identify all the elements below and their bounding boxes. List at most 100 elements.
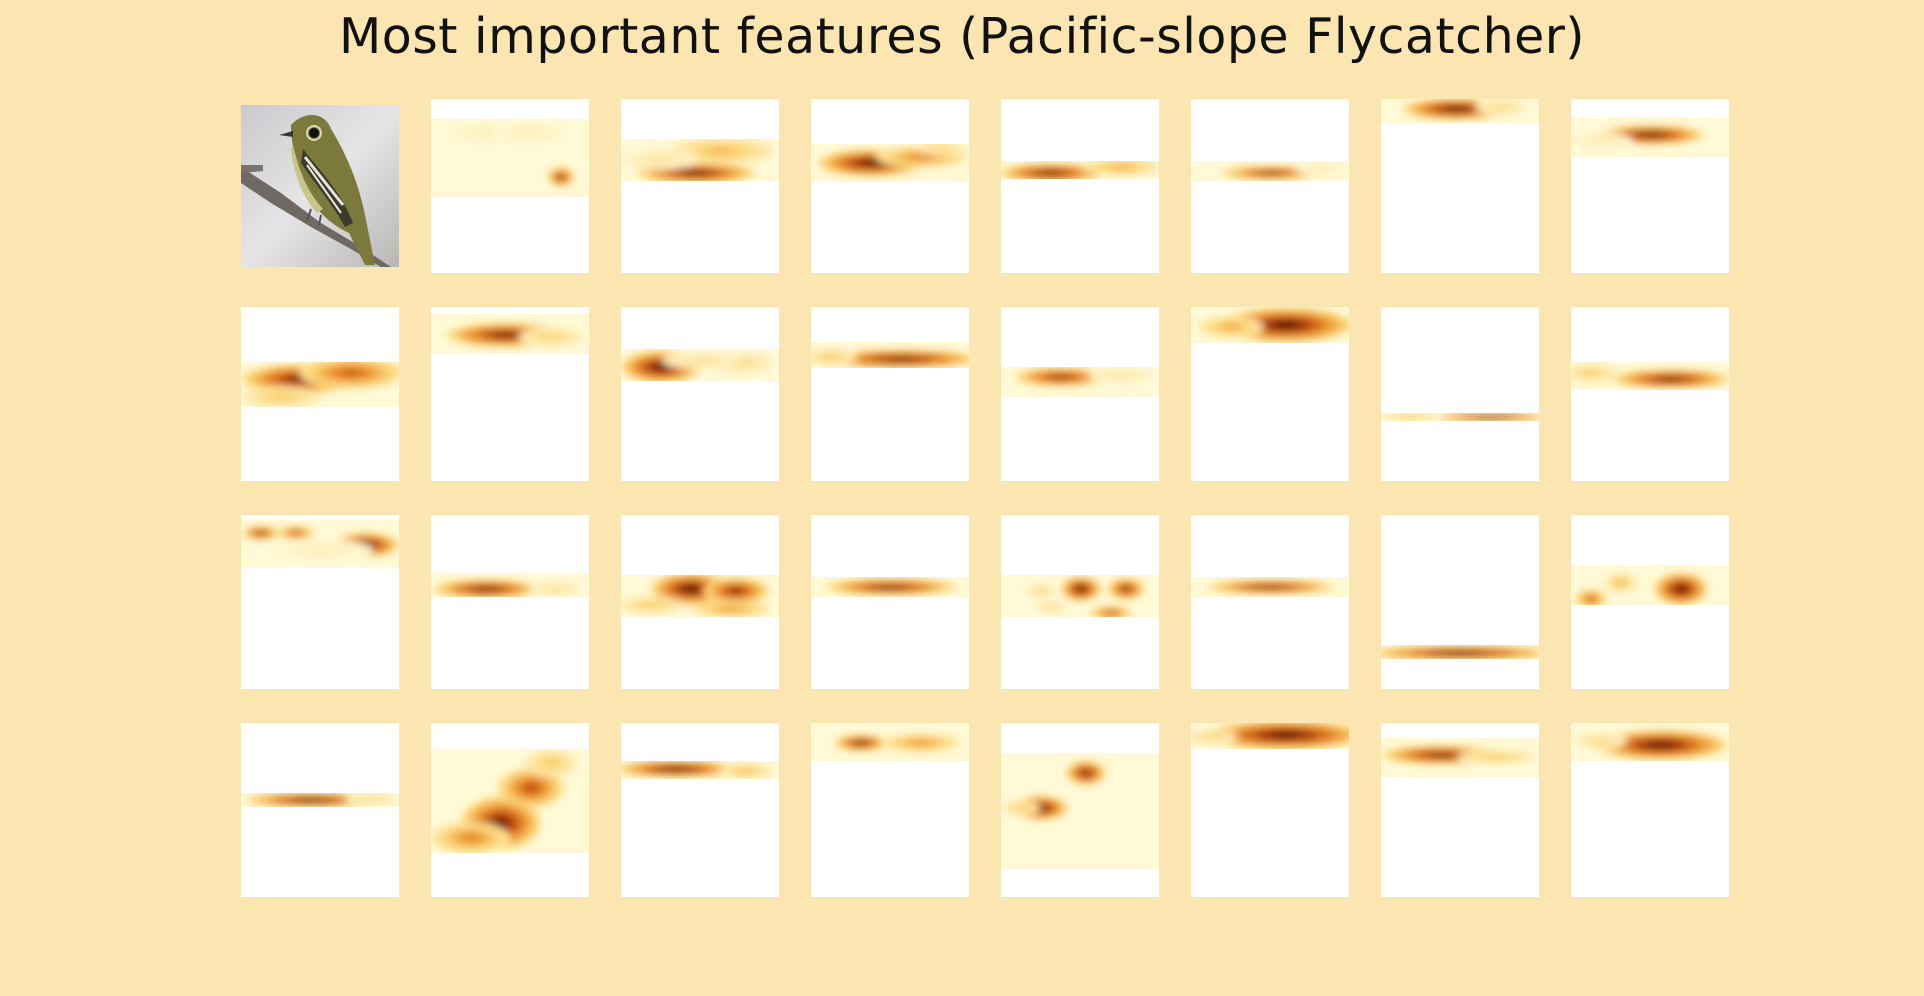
activation-blob xyxy=(494,332,518,338)
activation-blob xyxy=(1017,806,1025,810)
activation-blob xyxy=(1640,133,1662,137)
activation-blob xyxy=(1495,105,1507,109)
activation-blob xyxy=(653,363,669,371)
feature-map-8 xyxy=(241,307,399,481)
activation-blob xyxy=(911,154,931,160)
feature-map-11 xyxy=(811,307,969,481)
activation-blob xyxy=(1077,586,1085,592)
feature-map-5 xyxy=(1191,99,1349,273)
heatmap-svg xyxy=(1001,575,1159,617)
heatmap-svg xyxy=(241,520,399,568)
activation-blob xyxy=(860,160,882,166)
feature-map-4 xyxy=(1001,99,1159,273)
activation-blob xyxy=(1404,415,1418,419)
heatmap-svg xyxy=(1571,117,1729,157)
activation-blob xyxy=(878,585,904,589)
feature-map-31 xyxy=(1571,723,1729,897)
activation-blob xyxy=(885,357,917,361)
activation-blob xyxy=(729,588,743,594)
activation-blob xyxy=(913,741,929,745)
activation-blob xyxy=(1479,415,1503,419)
activation-blob xyxy=(1040,171,1062,175)
activation-blob xyxy=(1258,585,1284,589)
activation-blob xyxy=(1315,167,1327,171)
heatmap-svg xyxy=(241,793,399,807)
activation-blob xyxy=(365,797,377,801)
heatmap-svg xyxy=(811,342,969,368)
heatmap-svg xyxy=(1001,161,1159,179)
activation-blob xyxy=(653,156,669,162)
heatmap-svg xyxy=(1381,645,1539,659)
activation-blob xyxy=(310,547,332,553)
activation-blob xyxy=(1261,171,1281,175)
activation-blob xyxy=(644,603,658,607)
activation-blob xyxy=(340,369,362,377)
activation-blob xyxy=(1442,651,1480,655)
heatmap-svg xyxy=(1191,307,1349,343)
activation-blob xyxy=(664,767,688,771)
heatmap-svg xyxy=(621,761,779,779)
activation-blob xyxy=(1617,581,1625,585)
heatmap-svg xyxy=(621,349,779,381)
activation-blob xyxy=(1488,755,1504,759)
activation-blob xyxy=(1648,742,1674,748)
feature-map-25 xyxy=(431,723,589,897)
feature-map-27 xyxy=(811,723,969,897)
feature-map-15 xyxy=(1571,307,1729,481)
heatmap-svg xyxy=(431,573,589,597)
activation-blob xyxy=(292,531,300,535)
feature-map-22 xyxy=(1381,515,1539,689)
activation-blob xyxy=(273,394,289,400)
activation-blob xyxy=(1587,597,1595,601)
activation-blob xyxy=(693,359,709,363)
heatmap-svg xyxy=(1571,723,1729,761)
heatmap-svg xyxy=(1571,565,1729,605)
heatmap-svg xyxy=(1571,362,1729,390)
feature-map-9 xyxy=(431,307,589,481)
feature-map-29 xyxy=(1191,723,1349,897)
activation-blob xyxy=(558,175,564,179)
activation-blob xyxy=(1037,589,1045,593)
activation-blob xyxy=(1675,585,1687,593)
activation-blob xyxy=(298,798,324,802)
feature-map-6 xyxy=(1381,99,1539,273)
bird-photo xyxy=(241,105,399,267)
activation-blob xyxy=(523,130,539,136)
activation-blob xyxy=(683,585,699,593)
heatmap-svg xyxy=(1001,753,1159,869)
activation-blob xyxy=(1595,739,1607,743)
feature-map-30 xyxy=(1381,723,1539,897)
activation-blob xyxy=(1122,586,1130,592)
feature-map-20 xyxy=(1001,515,1159,689)
activation-blob xyxy=(257,531,265,535)
activation-blob xyxy=(478,130,494,136)
input-bird-photo xyxy=(241,99,399,273)
activation-blob xyxy=(1594,139,1608,143)
heatmap-svg xyxy=(811,144,969,182)
activation-blob xyxy=(1273,321,1299,329)
activation-blob xyxy=(825,355,837,359)
heatmap-svg xyxy=(1191,161,1349,181)
feature-map-21 xyxy=(1191,515,1349,689)
feature-map-2 xyxy=(621,99,779,273)
feature-map-13 xyxy=(1191,307,1349,481)
feature-map-10 xyxy=(621,307,779,481)
activation-blob xyxy=(1445,106,1467,112)
feature-grid xyxy=(241,99,1729,897)
heatmap-svg xyxy=(1191,723,1349,749)
activation-blob xyxy=(1051,375,1071,379)
feature-map-28 xyxy=(1001,723,1159,897)
feature-map-23 xyxy=(1571,515,1729,689)
activation-blob xyxy=(740,769,752,773)
feature-map-19 xyxy=(811,515,969,689)
activation-blob xyxy=(544,335,558,339)
activation-blob xyxy=(493,817,509,829)
activation-blob xyxy=(1082,770,1090,776)
activation-blob xyxy=(475,587,497,591)
activation-blob xyxy=(723,607,739,611)
feature-map-1 xyxy=(431,99,589,273)
activation-blob xyxy=(545,760,557,766)
activation-blob xyxy=(935,145,947,149)
heatmap-svg xyxy=(431,749,589,853)
heatmap-svg xyxy=(1191,577,1349,597)
